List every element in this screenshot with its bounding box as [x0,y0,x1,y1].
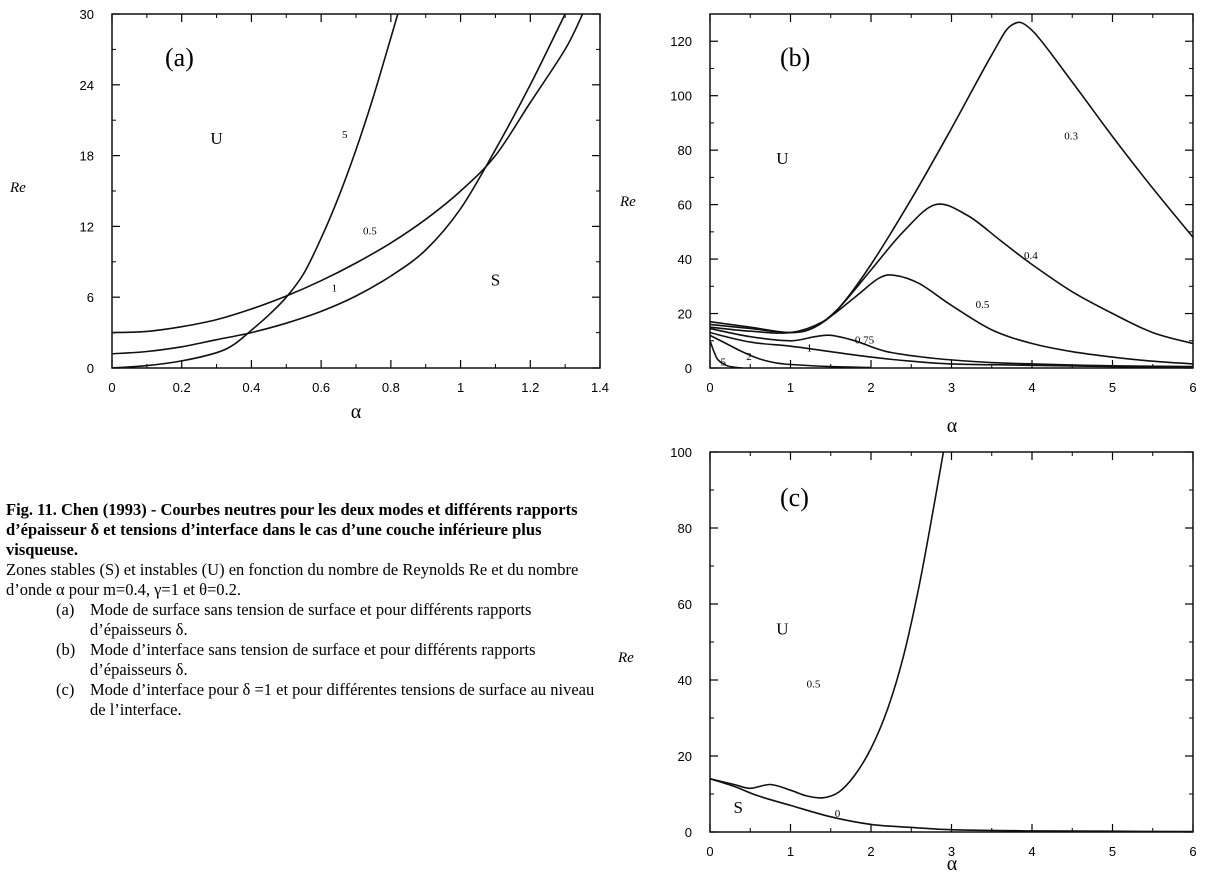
region-label-S: S [733,798,742,817]
x-tick-label: 0.4 [242,380,260,395]
series-label-5: 5 [720,356,726,368]
y-tick-label: 0 [685,361,692,376]
series-line-2 [710,334,872,368]
x-tick-label: 0 [706,380,713,395]
chart-a: 0 0.2 0.4 0.6 0.8 1 1.2 1.4 0 6 12 18 24 30 α Re (a) 5 0.5… [9,7,609,423]
x-tick-label: 0.6 [312,380,330,395]
region-label-S: S [491,270,500,289]
x-tick-label: 0 [706,844,713,859]
x-tick-label: 3 [948,844,955,859]
region-label-U: U [776,149,788,168]
series-line-1 [112,14,566,355]
series-line-5 [112,14,399,368]
caption-title: Fig. 11. Chen (1993) - Courbes neutres p… [6,500,578,559]
caption-item-label: (b) [56,640,76,659]
y-tick-label: 100 [670,445,692,460]
caption-item-a: (a) Mode de surface sans tension de surfa… [56,600,606,640]
y-axis-label: Re [619,194,636,210]
caption-body: Zones stables (S) et instables (U) en fo… [6,560,579,599]
y-tick-label: 24 [80,78,94,93]
series-label-0.5: 0.5 [807,679,821,691]
series-label-5: 5 [342,129,348,141]
caption-item-label: (a) [56,600,75,619]
y-axis-label: Re [617,650,634,666]
panel-label: (b) [780,43,810,72]
series-label-1: 1 [807,343,813,355]
panel-label: (a) [165,43,194,72]
panel-label: (c) [780,483,809,512]
y-tick-label: 18 [80,149,94,164]
x-tick-label: 1 [787,380,794,395]
figure-caption: Fig. 11. Chen (1993) - Courbes neutres p… [6,500,606,720]
x-tick-label: 2 [867,380,874,395]
x-tick-label: 1 [457,380,464,395]
region-label-U: U [776,619,788,638]
series-label-2: 2 [746,351,752,363]
x-tick-label: 1.2 [521,380,539,395]
y-tick-label: 40 [678,252,692,267]
x-axis-label: α [351,401,362,423]
region-label-U: U [210,129,222,148]
y-tick-label: 100 [670,89,692,104]
series-label-0.5: 0.5 [363,226,377,238]
series-label-0.4: 0.4 [1024,250,1038,262]
series-line-0.75 [710,327,1193,368]
y-tick-label: 40 [678,673,692,688]
x-tick-label: 0.8 [382,380,400,395]
x-tick-label: 4 [1028,844,1035,859]
series-line-0 [710,778,1193,832]
x-tick-label: 6 [1189,844,1196,859]
y-tick-label: 60 [678,198,692,213]
series-line-0.4 [710,203,1193,345]
series-line-0.5 [710,452,945,799]
series-line-0.5 [112,14,584,334]
x-tick-label: 0.2 [173,380,191,395]
y-tick-label: 12 [80,219,94,234]
series-label-0.3: 0.3 [1064,130,1078,142]
caption-item-c: (c) Mode d’interface pour δ =1 et pour di… [56,680,606,720]
x-tick-label: 4 [1028,380,1035,395]
caption-item-text: Mode d’interface pour δ =1 et pour diffé… [90,680,595,719]
y-tick-label: 120 [670,34,692,49]
series-line-0.5 [710,274,1193,365]
series-line-1 [710,331,1193,368]
series-label-0.75: 0.75 [855,334,875,346]
x-tick-label: 6 [1189,380,1196,395]
caption-item-b: (b) Mode d’interface sans tension de surf… [56,640,606,680]
x-tick-label: 1 [787,844,794,859]
y-tick-label: 80 [678,143,692,158]
x-tick-label: 5 [1109,844,1116,859]
y-tick-label: 0 [685,825,692,840]
series-line-5 [710,340,743,368]
y-tick-label: 6 [87,290,94,305]
x-tick-label: 1.4 [591,380,609,395]
series-label-0.5: 0.5 [976,299,990,311]
x-tick-label: 5 [1109,380,1116,395]
caption-item-text: Mode d’interface sans tension de surface… [90,640,536,679]
x-tick-label: 3 [948,380,955,395]
y-tick-label: 20 [678,307,692,322]
series-label-0: 0 [835,808,841,820]
caption-list: (a) Mode de surface sans tension de surfa… [6,600,606,720]
chart-b: 0 1 2 3 4 5 6020406080100120αRe(b)0.30.40.50.7… [619,13,1197,437]
series-label-1: 1 [332,282,338,294]
x-tick-label: 2 [867,844,874,859]
caption-item-label: (c) [56,680,75,699]
y-axis-label: Re [9,180,26,196]
x-axis-label: α [947,415,958,437]
x-tick-label: 0 [108,380,115,395]
y-tick-label: 20 [678,749,692,764]
y-tick-label: 80 [678,521,692,536]
y-tick-label: 0 [87,361,94,376]
y-tick-label: 60 [678,597,692,612]
x-axis-label: α [947,853,958,874]
y-tick-label: 30 [80,7,94,22]
caption-item-text: Mode de surface sans tension de surface … [90,600,532,639]
